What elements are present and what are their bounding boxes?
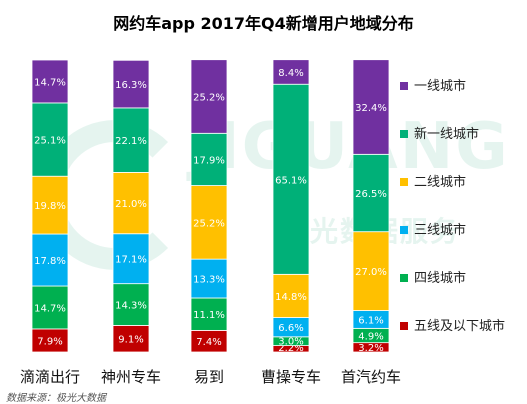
data-label: 14.7% <box>34 303 66 314</box>
data-label: 9.1% <box>118 335 143 346</box>
data-label: 17.8% <box>34 256 66 267</box>
bar-segment <box>112 172 150 235</box>
data-label: 3.2% <box>358 343 383 354</box>
legend-swatch <box>400 322 408 330</box>
data-label: 7.9% <box>37 336 62 347</box>
data-label: 17.9% <box>193 155 225 166</box>
data-label: 21.0% <box>115 199 147 210</box>
data-label: 27.0% <box>355 267 387 278</box>
category-label: 神州专车 <box>101 368 161 386</box>
data-label: 6.6% <box>278 323 303 334</box>
data-label: 65.1% <box>275 175 307 186</box>
data-label: 16.3% <box>115 80 147 91</box>
legend-label: 二线城市 <box>414 174 466 190</box>
bar-segment <box>112 233 150 285</box>
data-label: 3.0% <box>278 337 303 348</box>
legend-label: 五线及以下城市 <box>414 318 505 334</box>
legend-swatch <box>400 130 408 138</box>
data-label: 25.2% <box>193 93 225 104</box>
data-label: 32.4% <box>355 103 387 114</box>
data-label: 19.8% <box>34 201 66 212</box>
bar-segment <box>272 59 310 85</box>
data-label: 8.4% <box>278 68 303 79</box>
data-label: 11.1% <box>193 310 225 321</box>
data-label: 7.4% <box>196 337 221 348</box>
legend-label: 新一线城市 <box>414 126 479 142</box>
bar-segment <box>112 59 150 109</box>
data-label: 17.1% <box>115 255 147 266</box>
bar-segment <box>31 102 69 177</box>
bar-segment <box>31 59 69 104</box>
legend-label: 一线城市 <box>414 78 466 94</box>
data-label: 22.1% <box>115 136 147 147</box>
data-label: 14.3% <box>115 301 147 312</box>
bar-segment <box>112 325 150 353</box>
bar-segment <box>190 59 228 134</box>
data-label: 14.8% <box>275 292 307 303</box>
bar-segment <box>272 83 310 275</box>
category-label: 曹操专车 <box>261 368 321 386</box>
bar-segment <box>272 273 310 318</box>
category-label: 滴滴出行 <box>20 368 80 386</box>
bar-segment <box>31 175 69 235</box>
data-label: 2.2% <box>278 343 303 354</box>
legend-swatch <box>400 82 408 90</box>
data-label: 14.7% <box>34 77 66 88</box>
legend-label: 三线城市 <box>414 222 466 238</box>
legend-swatch <box>400 178 408 186</box>
legend-swatch <box>400 226 408 234</box>
bar-segment <box>190 185 228 260</box>
bar-segment <box>352 59 390 155</box>
bar-segment <box>112 283 150 326</box>
legend-label: 四线城市 <box>414 270 466 286</box>
bar-segment <box>112 107 150 173</box>
bar-segment <box>31 233 69 287</box>
legend-swatch <box>400 274 408 282</box>
data-label: 6.1% <box>358 315 383 326</box>
data-label: 25.1% <box>34 136 66 147</box>
bar-segment <box>190 132 228 186</box>
category-label: 易到 <box>194 368 224 386</box>
data-label: 4.9% <box>358 332 383 343</box>
data-label: 13.3% <box>193 275 225 286</box>
category-label: 首汽约车 <box>341 368 401 386</box>
data-label: 25.2% <box>193 218 225 229</box>
data-label: 26.5% <box>355 189 387 200</box>
bar-segment <box>31 285 69 330</box>
chart-title: 网约车app 2017年Q4新增用户地域分布 <box>113 14 414 33</box>
source-note: 数据来源：极光大数据 <box>6 393 106 404</box>
